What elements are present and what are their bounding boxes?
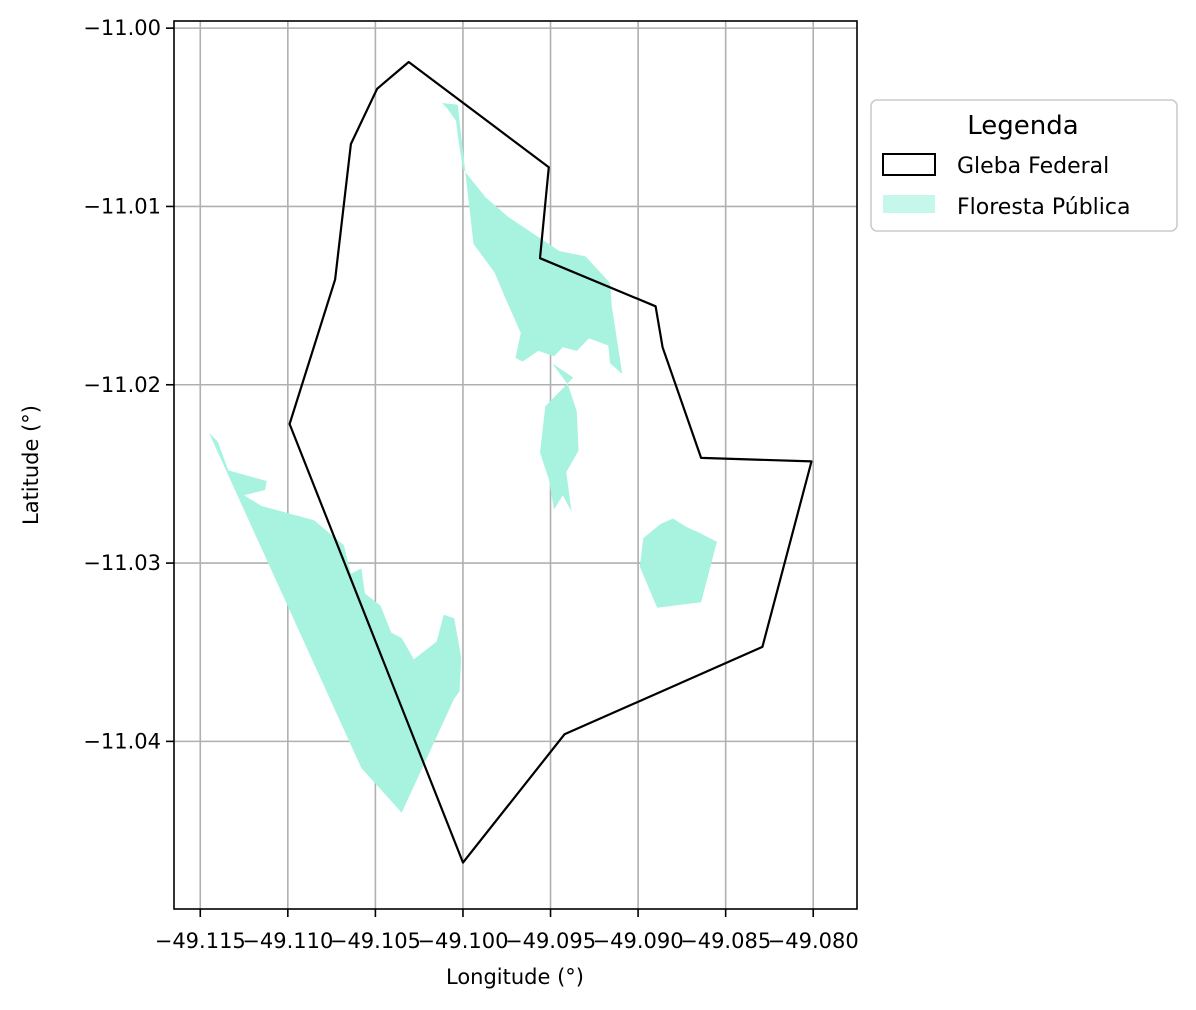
x-tick-label-2: −49.105 bbox=[330, 929, 421, 953]
x-tick-label-3: −49.100 bbox=[417, 929, 508, 953]
gleba-federal-outline bbox=[288, 60, 813, 864]
legend-frame bbox=[870, 99, 1178, 232]
y-tick-label-0: −11.00 bbox=[83, 16, 161, 40]
y-tick-label-4: −11.04 bbox=[83, 729, 161, 753]
y-tick-label-2: −11.02 bbox=[83, 373, 161, 397]
legend-swatch-gleba-federal bbox=[882, 153, 936, 176]
x-tick-label-0: −49.115 bbox=[155, 929, 246, 953]
x-tick-label-1: −49.110 bbox=[242, 929, 333, 953]
plot-frame bbox=[173, 20, 858, 910]
x-tick-label-6: −49.085 bbox=[680, 929, 771, 953]
legend: Legenda Gleba Federal Floresta Pública bbox=[870, 99, 1178, 232]
floresta-publica-layer bbox=[209, 103, 717, 813]
gleba-federal-layer bbox=[288, 60, 813, 864]
floresta-publica-polygon-0 bbox=[209, 432, 462, 813]
y-axis-ticks: −11.00 −11.01 −11.02 −11.03 −11.04 bbox=[83, 16, 174, 753]
floresta-publica-polygon-3 bbox=[639, 518, 717, 608]
floresta-publica-polygon-2 bbox=[540, 363, 579, 512]
y-axis-label: Latitude (°) bbox=[19, 405, 43, 525]
legend-swatch-floresta-publica bbox=[883, 195, 935, 213]
legend-label-floresta-publica: Floresta Pública bbox=[957, 195, 1130, 220]
x-axis-ticks: −49.115−49.110−49.105−49.100−49.095−49.0… bbox=[155, 909, 859, 953]
x-tick-label-7: −49.080 bbox=[768, 929, 859, 953]
floresta-publica-polygon-1 bbox=[441, 103, 623, 375]
x-tick-label-5: −49.090 bbox=[593, 929, 684, 953]
legend-label-gleba-federal: Gleba Federal bbox=[957, 154, 1109, 179]
x-axis-label: Longitude (°) bbox=[446, 965, 584, 989]
x-tick-label-4: −49.095 bbox=[505, 929, 596, 953]
grid-layer bbox=[174, 21, 857, 909]
y-tick-label-3: −11.03 bbox=[83, 551, 161, 575]
y-tick-label-1: −11.01 bbox=[83, 194, 161, 218]
legend-title: Legenda bbox=[967, 111, 1078, 141]
